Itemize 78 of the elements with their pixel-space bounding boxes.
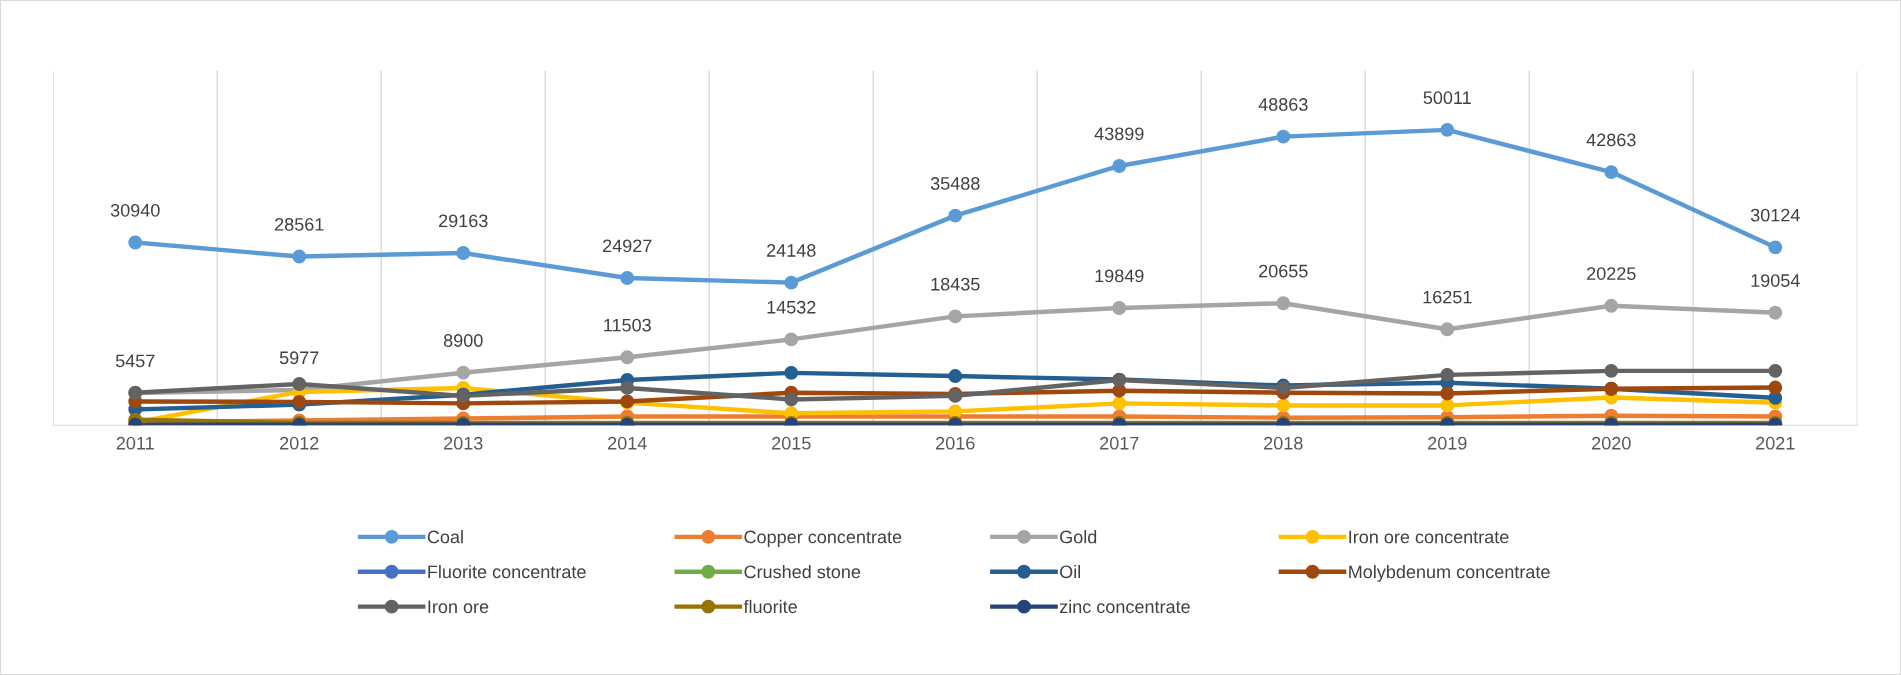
data-label: 19849 bbox=[1095, 269, 1144, 283]
legend-label: Coal bbox=[427, 530, 463, 544]
data-label: 18435 bbox=[931, 277, 980, 291]
point bbox=[1604, 298, 1619, 313]
x-tick-label: 2019 bbox=[1428, 436, 1467, 450]
point bbox=[1112, 159, 1127, 173]
legend-label: Fluorite concentrate bbox=[428, 564, 586, 579]
point bbox=[1768, 305, 1783, 320]
x-tick-label: 2014 bbox=[608, 436, 647, 450]
point bbox=[620, 350, 635, 365]
legend-label: Gold bbox=[1060, 530, 1097, 544]
legend-label: Iron ore concentrate bbox=[1349, 530, 1509, 544]
point bbox=[1604, 363, 1619, 378]
point bbox=[456, 365, 471, 380]
data-label: 14532 bbox=[767, 300, 816, 314]
data-label: 28561 bbox=[275, 217, 324, 231]
x-tick-label: 2015 bbox=[772, 436, 811, 450]
data-label: 5977 bbox=[279, 351, 319, 365]
point bbox=[620, 380, 635, 395]
data-label: 35488 bbox=[930, 177, 980, 190]
point bbox=[1768, 380, 1783, 395]
point bbox=[1768, 240, 1783, 255]
point bbox=[1276, 398, 1291, 413]
data-label: 5457 bbox=[115, 354, 155, 368]
x-tick-label: 2013 bbox=[444, 436, 483, 450]
data-label: 20655 bbox=[1259, 264, 1308, 278]
legend-label: Oil bbox=[1060, 564, 1081, 579]
legend-label: fluorite bbox=[743, 599, 797, 614]
x-tick-label: 2021 bbox=[1756, 436, 1795, 450]
point bbox=[948, 208, 963, 223]
data-label: 42863 bbox=[1586, 133, 1636, 147]
legend-label: Iron ore bbox=[428, 600, 489, 614]
data-label: 24927 bbox=[603, 239, 652, 253]
x-tick-label: 2012 bbox=[280, 436, 319, 450]
point bbox=[784, 332, 799, 347]
data-label: 8900 bbox=[443, 334, 483, 347]
data-label: 48863 bbox=[1258, 98, 1308, 111]
point bbox=[292, 377, 307, 391]
point bbox=[128, 235, 143, 250]
point bbox=[1604, 165, 1619, 180]
point bbox=[1440, 122, 1455, 137]
x-tick-label: 2020 bbox=[1592, 436, 1631, 450]
legend-label: Crushed stone bbox=[744, 564, 861, 579]
point bbox=[1112, 301, 1127, 315]
point bbox=[1768, 363, 1783, 378]
x-tick-label: 2011 bbox=[116, 436, 154, 450]
point bbox=[784, 275, 799, 290]
data-label: 30940 bbox=[110, 203, 160, 217]
point bbox=[784, 365, 799, 380]
point bbox=[1440, 386, 1455, 401]
data-label: 19054 bbox=[1751, 274, 1800, 287]
point bbox=[1440, 398, 1455, 413]
point bbox=[948, 404, 963, 419]
point bbox=[456, 246, 471, 260]
data-label: 29163 bbox=[439, 214, 488, 228]
data-label: 11503 bbox=[604, 318, 651, 332]
legend-label: Molybdenum concentrate bbox=[1349, 564, 1550, 582]
x-tick-label: 2018 bbox=[1264, 436, 1303, 450]
point bbox=[784, 392, 799, 407]
data-label: 43899 bbox=[1094, 127, 1144, 141]
legend-label: Copper concentrate bbox=[744, 530, 902, 547]
x-tick-label: 2016 bbox=[936, 436, 975, 450]
x-tick-label: 2017 bbox=[1100, 436, 1139, 450]
data-label: 30124 bbox=[1750, 208, 1800, 222]
point bbox=[1112, 396, 1127, 411]
point bbox=[292, 249, 307, 264]
data-label: 20225 bbox=[1587, 267, 1636, 281]
point bbox=[620, 271, 635, 285]
point bbox=[1440, 322, 1455, 337]
point bbox=[948, 309, 963, 324]
data-label: 24148 bbox=[767, 244, 816, 257]
point bbox=[948, 369, 963, 383]
point bbox=[1276, 129, 1291, 144]
data-label: 16251 bbox=[1423, 290, 1472, 304]
point bbox=[1440, 367, 1455, 382]
point bbox=[1276, 296, 1291, 311]
data-label: 50011 bbox=[1423, 91, 1471, 105]
legend-label: zinc concentrate bbox=[1059, 599, 1190, 614]
